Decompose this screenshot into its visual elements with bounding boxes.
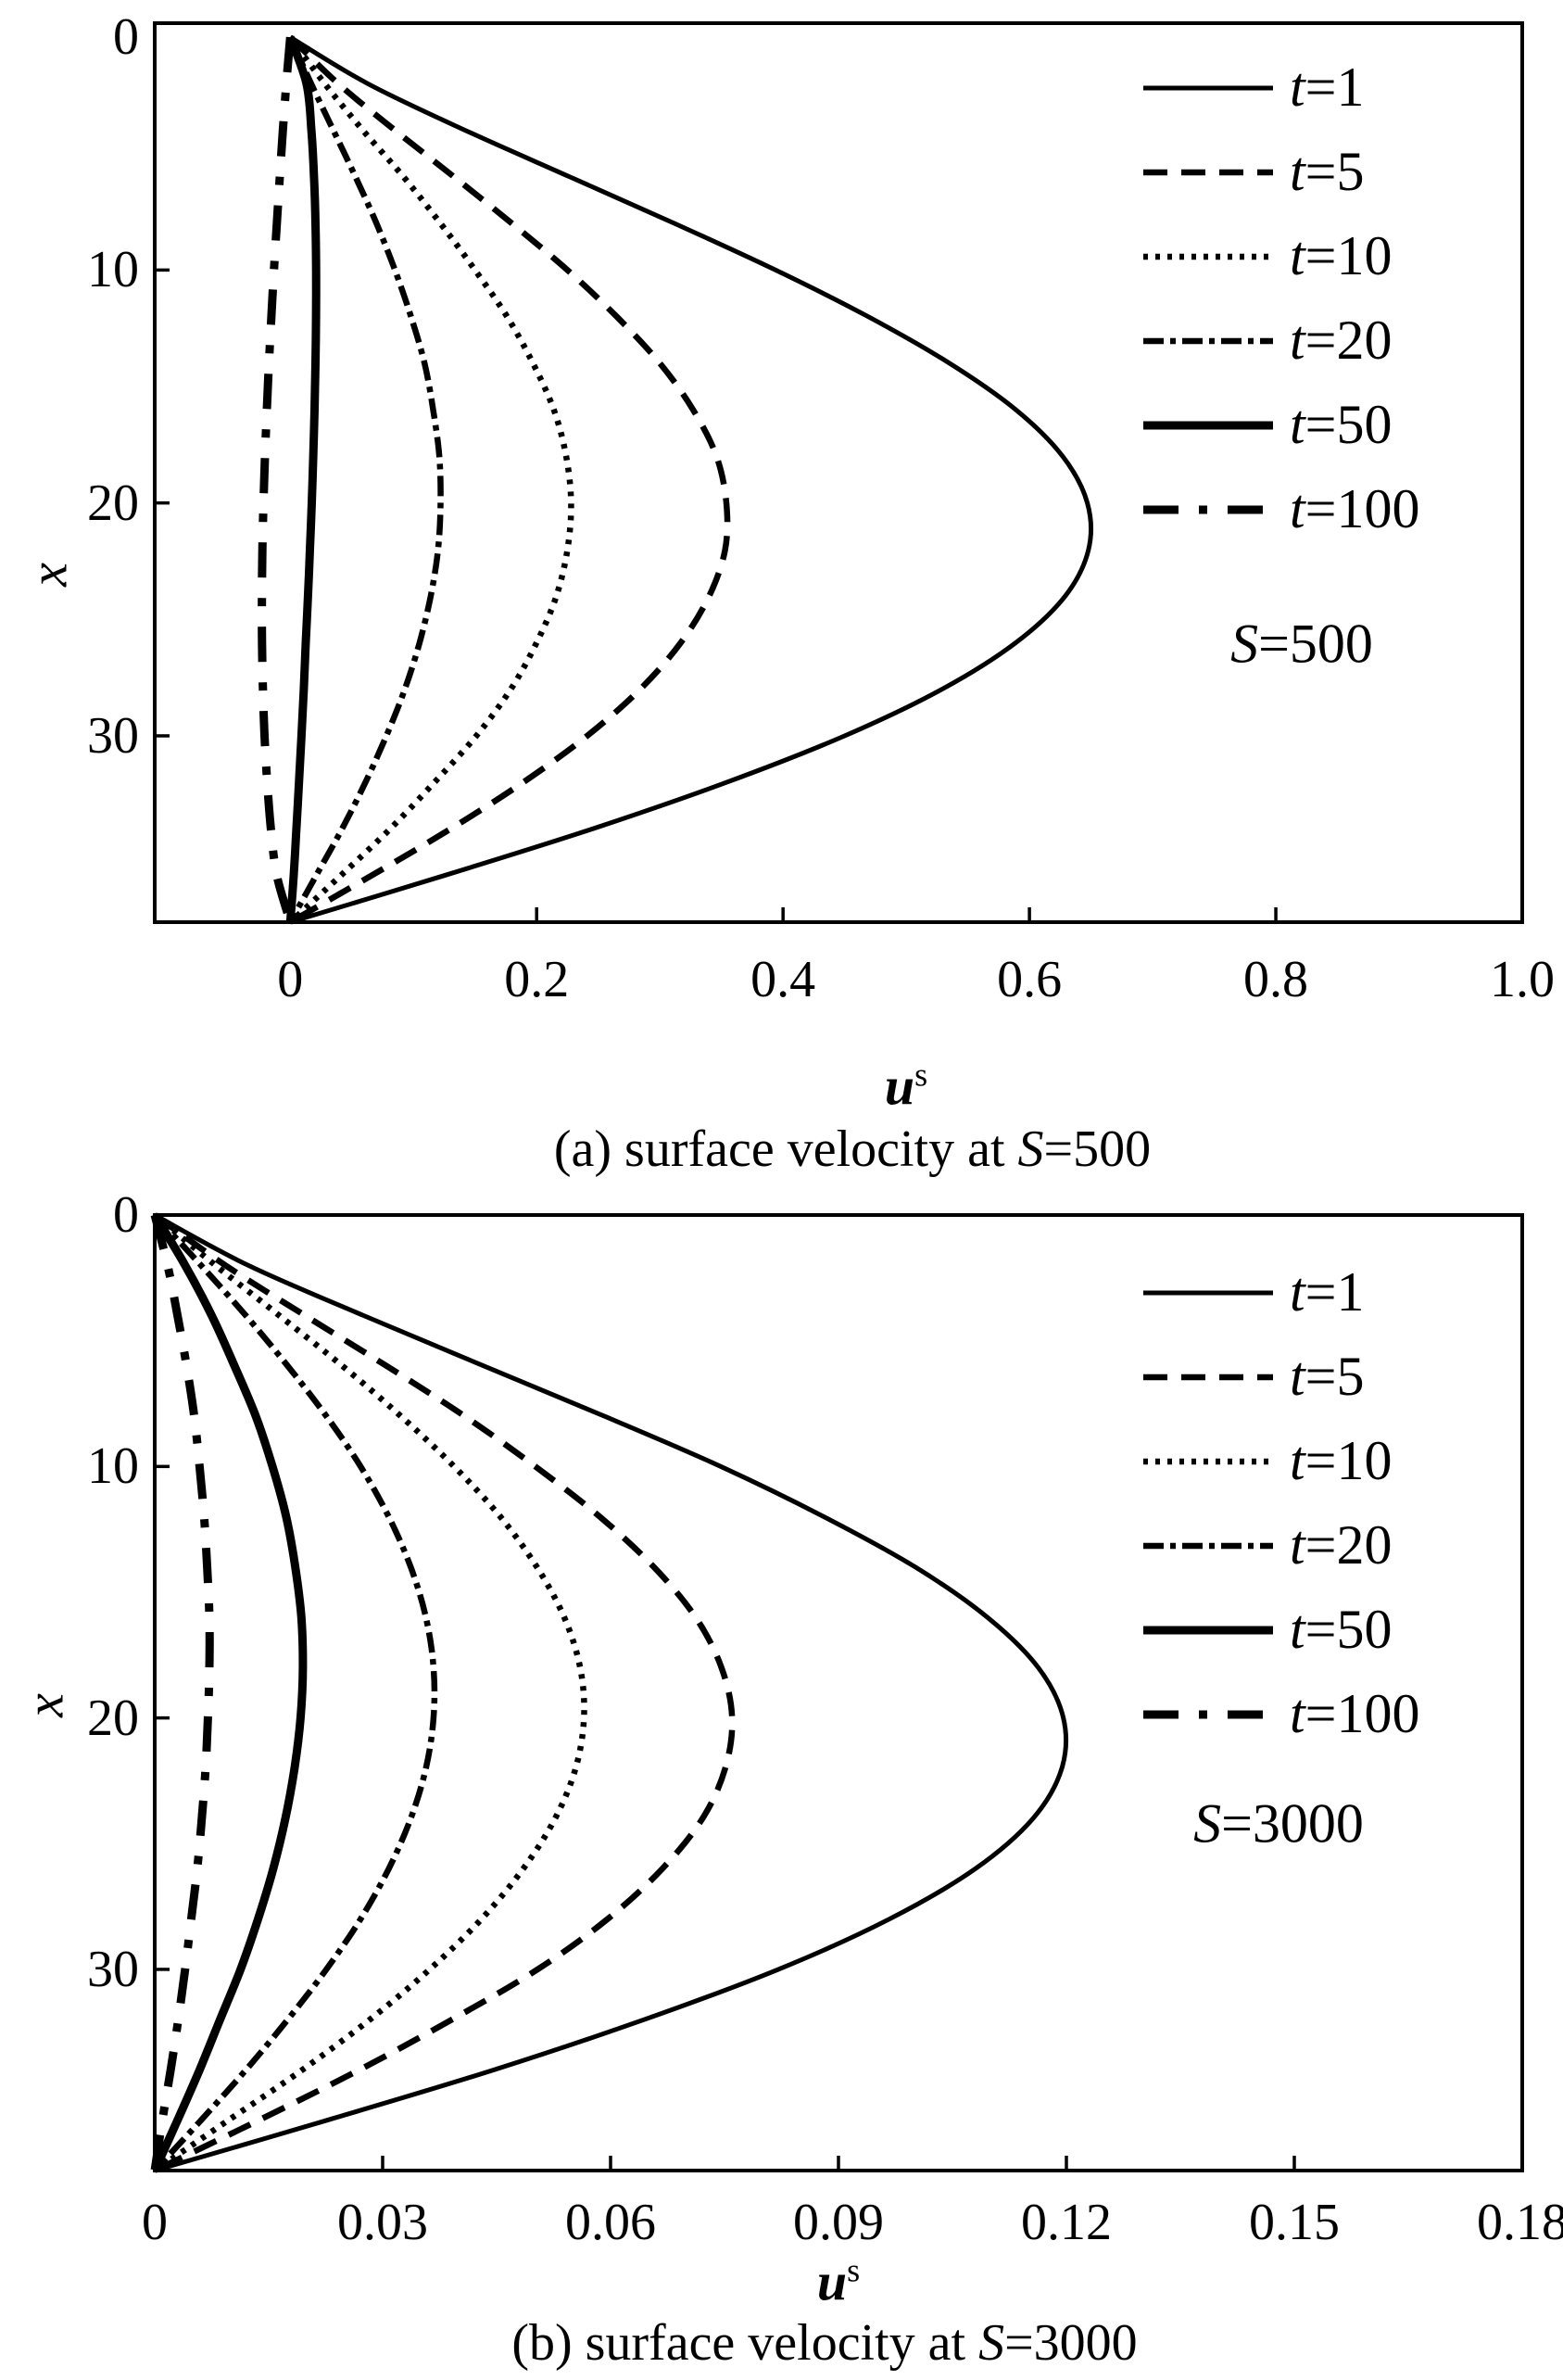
legend-item: t=100 <box>1143 467 1563 551</box>
curve-t5-panel-a <box>287 34 731 925</box>
s-symbol: S <box>1230 613 1259 675</box>
legend-line-dashdot-icon <box>1143 337 1273 344</box>
curve-t100-panel-b <box>150 1213 214 2171</box>
annotation-s500: S=500 <box>1230 613 1373 677</box>
legend-line-dashed-icon <box>1143 1374 1273 1380</box>
legend-line-solid-icon <box>1143 1290 1273 1295</box>
caption-b-value: =3000 <box>1004 2314 1138 2372</box>
legend-line-dotted-icon <box>1143 253 1273 260</box>
legend-item: t=100 <box>1143 1672 1563 1756</box>
y-axis-label-b: x <box>14 1693 75 1717</box>
caption-a: (a) surface velocity at S=500 <box>554 1120 1151 1179</box>
legend-line-dashdot-icon <box>1143 1542 1273 1549</box>
legend-line-solid-icon <box>1143 85 1273 90</box>
legend-item: t=20 <box>1143 1503 1563 1588</box>
legend-label: t=10 <box>1290 1430 1393 1491</box>
caption-b-s: S <box>978 2314 1005 2372</box>
x-axis-label-a: us <box>885 1055 927 1117</box>
curve-t1-panel-b <box>153 1212 1069 2173</box>
legend-label: t=100 <box>1290 478 1420 539</box>
legend-line-longdash-icon <box>1143 1710 1273 1718</box>
legend-item: t=5 <box>1143 1335 1563 1419</box>
legend-item: t=1 <box>1143 1250 1563 1335</box>
legend-line-thick-solid-icon <box>1143 1626 1273 1634</box>
legend-item: t=1 <box>1143 45 1563 130</box>
s-symbol: S <box>1193 1792 1222 1855</box>
legend-line-thick-solid-icon <box>1143 421 1273 429</box>
legend-label: t=20 <box>1290 1514 1393 1576</box>
x-axis-label-b: us <box>817 2250 860 2312</box>
u-symbol: u <box>884 1056 915 1117</box>
legend-label: t=50 <box>1290 1599 1393 1660</box>
legend-label: t=20 <box>1290 310 1393 371</box>
legend-line-longdash-icon <box>1143 505 1273 513</box>
curve-t50-panel-b <box>150 1212 308 2172</box>
curve-t50-panel-a <box>285 35 321 923</box>
legend-item: t=20 <box>1143 298 1563 383</box>
caption-b: (b) surface velocity at S=3000 <box>511 2313 1137 2373</box>
curve-t10-panel-a <box>287 35 574 925</box>
legend-label: t=100 <box>1290 1683 1420 1744</box>
curve-t20-panel-a <box>287 35 444 924</box>
legend-label: t=5 <box>1290 141 1365 202</box>
legend-label: t=1 <box>1290 57 1365 118</box>
legend-b: t=1 t=5 t=10 t=20 t=50 t=100 <box>1143 1250 1563 1756</box>
legend-line-dotted-icon <box>1143 1458 1273 1464</box>
legend-line-dashed-icon <box>1143 169 1273 175</box>
legend-label: t=1 <box>1290 1261 1365 1323</box>
y-axis-label-a: x <box>18 563 79 587</box>
legend-a: t=1 t=5 t=10 t=20 t=50 t=100 <box>1143 45 1563 551</box>
curve-t100-panel-a <box>258 36 295 924</box>
curve-t1-panel-a <box>288 34 1094 925</box>
legend-label: t=50 <box>1290 394 1393 455</box>
u-superscript: s <box>914 1056 928 1094</box>
legend-item: t=10 <box>1143 1419 1563 1503</box>
u-symbol: u <box>816 2251 848 2312</box>
caption-a-text: (a) surface velocity at <box>553 1120 1018 1178</box>
s-value: =500 <box>1258 613 1373 675</box>
annotation-s3000: S=3000 <box>1193 1792 1364 1856</box>
curve-t10-panel-b <box>152 1212 587 2173</box>
caption-b-text: (b) surface velocity at <box>511 2314 979 2372</box>
s-value: =3000 <box>1221 1792 1364 1855</box>
curve-t20-panel-b <box>152 1212 438 2173</box>
u-superscript: s <box>847 2251 861 2289</box>
curve-t5-panel-b <box>153 1212 736 2173</box>
caption-a-value: =500 <box>1043 1120 1152 1178</box>
legend-label: t=10 <box>1290 225 1393 286</box>
legend-item: t=50 <box>1143 383 1563 467</box>
caption-a-s: S <box>1017 1120 1044 1178</box>
axes-box-a <box>153 21 1524 924</box>
legend-item: t=5 <box>1143 130 1563 214</box>
legend-item: t=10 <box>1143 214 1563 298</box>
legend-item: t=50 <box>1143 1588 1563 1672</box>
legend-label: t=5 <box>1290 1346 1365 1407</box>
